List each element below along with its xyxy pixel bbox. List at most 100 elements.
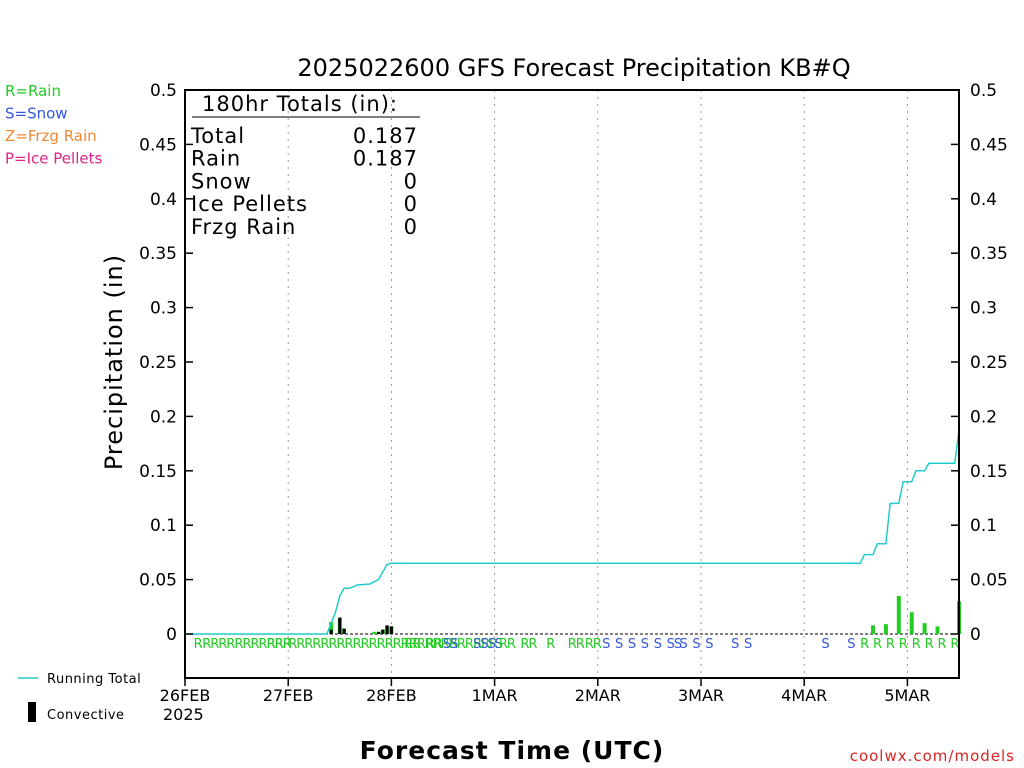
totals-box: 180hr Totals (in): Total 0.187 Rain 0.187 Sno…: [190, 92, 420, 239]
ptype-label: R: [873, 637, 882, 652]
ptype-label: RRRRRRRRRRR: [202, 637, 291, 652]
plot-frame: [184, 89, 960, 679]
ptype-label: RR: [426, 637, 443, 652]
y-tick-label-left: 0.25: [139, 353, 177, 373]
y-tick-label-right: 0.35: [970, 244, 1008, 264]
precip-bar: [871, 625, 875, 634]
x-tick-label: 2MAR: [575, 686, 621, 705]
totals-row-value: 0: [404, 192, 418, 216]
totals-row-label: Ice Pellets: [191, 192, 308, 216]
legend-label-running-total: Running Total: [47, 672, 141, 687]
bottom-legend: Running Total Convective: [18, 672, 141, 723]
ptype-label: RRRRRRRRRRRRRRRRRRRRRRRRRR: [288, 637, 498, 652]
x-tick-label: 26FEB: [160, 686, 211, 705]
ptype-label: S: [847, 637, 855, 652]
x-axis-label: Forecast Time (UTC): [360, 736, 665, 765]
convective-bar: [342, 628, 346, 634]
ptype-label: S: [705, 637, 713, 652]
type-legend-entry: Z=Frzg Rain: [5, 127, 97, 145]
convective-bar: [389, 626, 393, 634]
precip-bar: [909, 612, 914, 634]
ptype-label: S: [731, 637, 739, 652]
y-tick-label-left: 0.45: [139, 135, 177, 155]
ptype-label: S: [628, 637, 636, 652]
x-axis-ticks: 26FEB 27FEB 28FEB 1MAR 2MAR 3MAR 4MAR 5MAR: [160, 678, 930, 705]
precip-type-legend: R=Rain S=Snow Z=Frzg Rain P=Ice Pellets: [5, 82, 102, 168]
ptype-label: R: [925, 637, 934, 652]
y-tick-label-right: 0.4: [970, 190, 997, 210]
totals-row-label: Snow: [191, 169, 252, 193]
precip-bar: [883, 624, 888, 634]
ptype-row: R RRRRRRRRRRRRRRRRRRRRRRRRRRRRRRRRRRRRRRR…: [194, 637, 961, 652]
precip-bar: [372, 631, 377, 634]
ptype-label: R: [860, 637, 869, 652]
x-tick-label: 3MAR: [678, 686, 724, 705]
y-tick-label-right: 0.1: [970, 516, 997, 536]
totals-row-label: Frzg Rain: [191, 215, 296, 239]
y-tick-label-right: 0.45: [970, 135, 1008, 155]
totals-header: 180hr Totals (in):: [202, 92, 398, 116]
x-tick-label: 5MAR: [884, 686, 930, 705]
x-tick-label: 1MAR: [472, 686, 518, 705]
ptype-label: S: [692, 637, 700, 652]
ptype-label: S: [602, 637, 610, 652]
ptype-label: R: [938, 637, 947, 652]
convective-bar: [329, 629, 333, 634]
ptype-label: S: [821, 637, 829, 652]
convective-bar: [338, 617, 342, 634]
y-tick-label-left: 0.05: [139, 571, 177, 591]
ptype-label: SS: [443, 637, 458, 652]
ptype-label: R: [912, 637, 921, 652]
ptype-label: R: [546, 637, 555, 652]
y-tick-label-left: 0.1: [150, 516, 177, 536]
y-tick-label-left: 0.3: [150, 299, 177, 319]
y-tick-label-right: 0.15: [970, 462, 1008, 482]
totals-row-value: 0: [404, 169, 418, 193]
precip-bar: [896, 595, 901, 634]
y-tick-label-left: 0: [166, 625, 177, 645]
ptype-label: S: [680, 637, 688, 652]
convective-bar: [385, 625, 389, 634]
ptype-label: RR: [404, 637, 421, 652]
ptype-label: S: [615, 637, 623, 652]
y-tick-label-right: 0: [970, 625, 981, 645]
legend-label-convective: Convective: [47, 708, 125, 723]
series-lines: [185, 430, 960, 635]
ptype-label: RR: [568, 637, 585, 652]
precip-bar: [329, 622, 334, 634]
ptype-label: R: [886, 637, 895, 652]
x-tick-label: 27FEB: [263, 686, 314, 705]
ptype-label: S: [641, 637, 649, 652]
ptype-label: R: [194, 637, 203, 652]
ptype-label: RR: [499, 637, 516, 652]
running-total-line: [185, 430, 960, 635]
y-tick-label-left: 0.35: [139, 244, 177, 264]
ptype-label: RR: [585, 637, 602, 652]
legend-swatch-convective: [28, 702, 36, 722]
type-legend-entry: P=Ice Pellets: [5, 150, 102, 168]
y-tick-label-right: 0.5: [970, 81, 997, 101]
convective-bar: [377, 631, 380, 634]
totals-row-value: 0: [404, 215, 418, 239]
ptype-label: RRR: [267, 637, 292, 652]
totals-row-value: 0.187: [353, 124, 418, 148]
y-tick-label-left: 0.4: [150, 190, 177, 210]
type-legend-entry: R=Rain: [5, 82, 61, 100]
totals-row-value: 0.187: [353, 147, 418, 171]
ptype-label: SS: [667, 637, 682, 652]
ptype-label: RR: [520, 637, 537, 652]
totals-row-label: Rain: [191, 147, 241, 171]
credit-label: coolwx.com/models: [850, 747, 1015, 765]
grid-lines: [185, 90, 959, 678]
year-label: 2025: [163, 705, 204, 724]
y-tick-label-right: 0.25: [970, 353, 1008, 373]
precip-bar: [922, 623, 927, 634]
y-tick-label-right: 0.2: [970, 407, 997, 427]
chart-title: 2025022600 GFS Forecast Precipitation KB…: [297, 54, 850, 82]
totals-row-label: Total: [190, 124, 245, 148]
type-legend-entry: S=Snow: [5, 105, 68, 123]
y-tick-label-left: 0.5: [150, 81, 177, 101]
y-tick-label-left: 0.15: [139, 462, 177, 482]
precip-bar: [935, 626, 940, 634]
